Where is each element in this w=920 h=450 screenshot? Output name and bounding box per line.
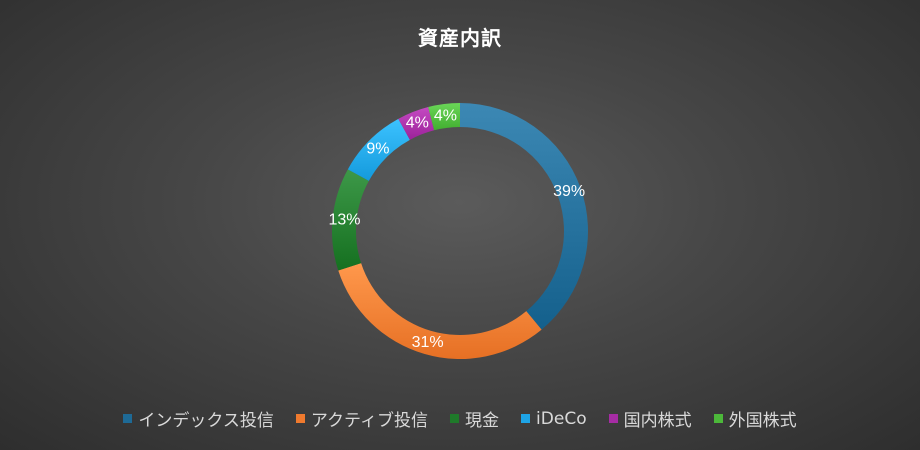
legend-swatch-3	[521, 414, 531, 423]
slice-0[interactable]	[460, 103, 588, 330]
legend-label-3: iDeCo	[536, 408, 587, 429]
legend-item-0[interactable]: インデックス投信	[123, 406, 274, 431]
legend-swatch-5	[713, 414, 723, 423]
legend-label-0: インデックス投信	[138, 411, 274, 431]
data-label-5: 4%	[434, 107, 457, 124]
legend-item-1[interactable]: アクティブ投信	[295, 406, 429, 431]
legend-swatch-2	[450, 414, 460, 423]
slice-5[interactable]	[428, 103, 460, 131]
data-label-1: 31%	[412, 334, 444, 351]
legend: インデックス投信 アクティブ投信 現金 iDeCo 国内株式 外国株式	[0, 406, 920, 431]
legend-item-3[interactable]: iDeCo	[521, 409, 587, 429]
legend-swatch-1	[295, 414, 305, 423]
data-label-2: 13%	[328, 212, 360, 229]
slice-1[interactable]	[338, 263, 542, 359]
data-label-4: 4%	[406, 115, 429, 132]
legend-label-1: アクティブ投信	[310, 411, 429, 431]
legend-swatch-4	[608, 414, 618, 423]
legend-item-2[interactable]: 現金	[450, 406, 499, 431]
slice-4[interactable]	[398, 107, 435, 140]
slice-2[interactable]	[332, 169, 369, 271]
slice-3[interactable]	[347, 118, 410, 181]
legend-item-5[interactable]: 外国株式	[713, 406, 797, 431]
data-label-0: 39%	[553, 183, 585, 200]
legend-item-4[interactable]: 国内株式	[608, 406, 692, 431]
data-label-3: 9%	[366, 140, 389, 157]
legend-label-2: 現金	[465, 411, 500, 431]
chart-title: 資産内訳	[418, 26, 502, 50]
legend-swatch-0	[123, 414, 133, 423]
legend-label-4: 国内株式	[623, 411, 692, 431]
legend-label-5: 外国株式	[728, 411, 797, 431]
